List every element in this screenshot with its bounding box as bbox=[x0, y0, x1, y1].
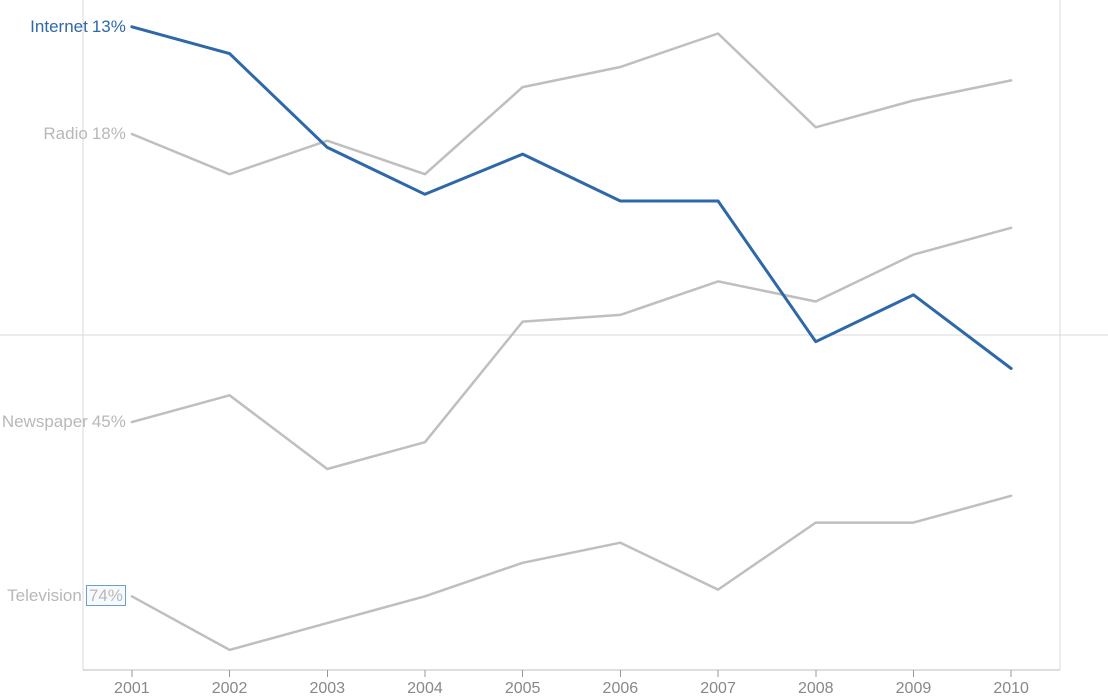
series-name: Internet bbox=[30, 17, 88, 36]
x-tick-label: 2004 bbox=[407, 680, 443, 698]
x-tick-label: 2008 bbox=[798, 680, 834, 698]
x-tick-label: 2005 bbox=[505, 680, 541, 698]
x-tick-label: 2001 bbox=[114, 680, 150, 698]
series-line-radio bbox=[132, 34, 1011, 175]
series-line-newspaper bbox=[132, 228, 1011, 469]
series-first-value: 74% bbox=[86, 585, 126, 606]
series-name: Newspaper bbox=[2, 412, 88, 431]
series-label-internet: Internet13% bbox=[30, 18, 126, 35]
series-first-value: 13% bbox=[92, 17, 126, 36]
x-tick-label: 2010 bbox=[993, 680, 1029, 698]
x-tick-label: 2009 bbox=[896, 680, 932, 698]
x-tick-label: 2006 bbox=[603, 680, 639, 698]
line-chart: Internet13% Radio 18% Newspaper45% Televi… bbox=[0, 0, 1108, 699]
x-tick-label: 2002 bbox=[212, 680, 248, 698]
series-label-newspaper: Newspaper45% bbox=[2, 413, 126, 430]
series-first-value: 18% bbox=[92, 124, 126, 143]
chart-svg bbox=[0, 0, 1108, 699]
series-label-radio: Radio 18% bbox=[43, 125, 125, 142]
series-name: Radio bbox=[43, 124, 87, 143]
series-label-television: Television74% bbox=[7, 587, 126, 604]
series-line-television bbox=[132, 496, 1011, 650]
series-name: Television bbox=[7, 586, 82, 605]
series-first-value: 45% bbox=[92, 412, 126, 431]
x-tick-label: 2007 bbox=[700, 680, 736, 698]
x-tick-label: 2003 bbox=[309, 680, 345, 698]
